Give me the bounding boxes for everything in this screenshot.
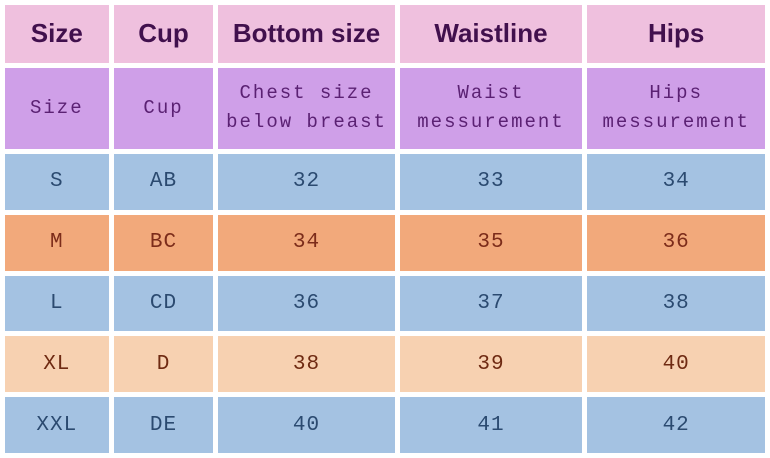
subheader-line: Waist [457, 82, 525, 105]
subheader-row: Size Cup Chest size below breast Waist m… [5, 67, 765, 149]
cell-waistline: 39 [399, 336, 583, 393]
subheader-cell-waistline: Waist messurement [399, 67, 583, 149]
table-row-m: M BC 34 35 36 [5, 214, 765, 271]
subheader-line: below breast [226, 111, 387, 134]
cell-cup: D [113, 336, 214, 393]
cell-cup: DE [113, 397, 214, 453]
cell-waistline: 35 [399, 214, 583, 271]
cell-bottom-size: 40 [218, 397, 395, 453]
cell-waistline: 33 [399, 153, 583, 210]
cell-cup: BC [113, 214, 214, 271]
header-cell-bottom-size: Bottom size [218, 5, 395, 63]
cell-hips: 40 [587, 336, 765, 393]
table-row-xxl: XXL DE 40 41 42 [5, 397, 765, 453]
cell-bottom-size: 38 [218, 336, 395, 393]
cell-size: XL [5, 336, 109, 393]
cell-waistline: 37 [399, 275, 583, 332]
cell-cup: AB [113, 153, 214, 210]
cell-hips: 38 [587, 275, 765, 332]
subheader-line: Hips [649, 82, 703, 105]
subheader-line: Cup [143, 96, 184, 119]
subheader-line: Size [29, 96, 84, 119]
header-cell-hips: Hips [587, 5, 765, 63]
cell-size: S [5, 153, 109, 210]
subheader-cell-size: Size [5, 67, 109, 149]
cell-size: XXL [5, 397, 109, 453]
cell-bottom-size: 32 [218, 153, 395, 210]
table-row-l: L CD 36 37 38 [5, 275, 765, 332]
subheader-cell-cup: Cup [113, 67, 214, 149]
header-cell-waistline: Waistline [399, 5, 583, 63]
cell-hips: 36 [587, 214, 765, 271]
header-cell-cup: Cup [113, 5, 214, 63]
subheader-line: messurement [602, 111, 750, 134]
subheader-line: Chest size [239, 82, 374, 105]
cell-cup: CD [113, 275, 214, 332]
subheader-cell-hips: Hips messurement [587, 67, 765, 149]
cell-waistline: 41 [399, 397, 583, 453]
cell-bottom-size: 34 [218, 214, 395, 271]
header-row: Size Cup Bottom size Waistline Hips [5, 5, 765, 63]
cell-hips: 34 [587, 153, 765, 210]
cell-hips: 42 [587, 397, 765, 453]
table-row-s: S AB 32 33 34 [5, 153, 765, 210]
subheader-line: messurement [417, 111, 565, 134]
header-cell-size: Size [5, 5, 109, 63]
cell-size: L [5, 275, 109, 332]
subheader-cell-bottom-size: Chest size below breast [218, 67, 395, 149]
cell-bottom-size: 36 [218, 275, 395, 332]
cell-size: M [5, 214, 109, 271]
table-row-xl: XL D 38 39 40 [5, 336, 765, 393]
